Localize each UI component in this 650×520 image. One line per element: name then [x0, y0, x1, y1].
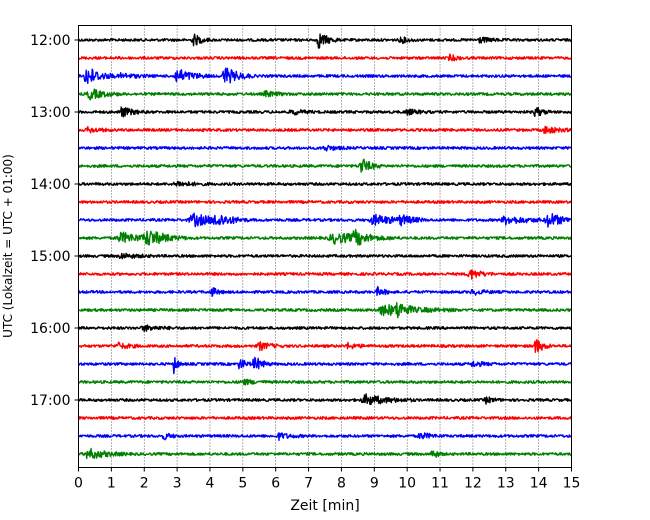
x-tick-label: 14: [530, 476, 548, 492]
seismic-trace: [77, 324, 573, 333]
seismic-trace: [77, 393, 573, 406]
x-tick-label: 3: [173, 476, 182, 492]
seismic-trace: [77, 356, 573, 375]
seismic-trace: [78, 158, 573, 173]
seismic-trace: [77, 416, 573, 420]
seismic-trace: [77, 286, 573, 298]
y-tick-label: 13:00: [30, 105, 70, 121]
y-tick-label: 12:00: [30, 33, 70, 49]
seismic-trace: [78, 67, 572, 85]
plot-frame: [78, 25, 572, 468]
x-tick-label: 12: [464, 476, 482, 492]
seismic-trace: [78, 378, 573, 386]
y-tick-label: 15:00: [30, 249, 70, 265]
seismic-trace: [77, 53, 573, 62]
x-tick-label: 15: [563, 476, 581, 492]
x-tick-label: 11: [431, 476, 449, 492]
x-tick-label: 2: [140, 476, 149, 492]
x-tick-label: 6: [271, 476, 280, 492]
x-axis-label: Zeit [min]: [290, 498, 359, 514]
seismic-trace: [77, 212, 573, 228]
x-tick-label: 0: [74, 476, 83, 492]
seismic-trace: [78, 106, 573, 118]
seismic-trace: [78, 302, 573, 319]
y-tick-label: 17:00: [30, 393, 70, 409]
y-tick-label: 16:00: [30, 321, 70, 337]
x-tick-label: 5: [238, 476, 247, 492]
seismic-trace: [77, 180, 573, 187]
seismic-trace: [77, 144, 573, 152]
y-tick-label: 14:00: [30, 177, 70, 193]
trace-layer: [77, 33, 573, 460]
x-tick-label: 1: [107, 476, 116, 492]
seismic-trace: [77, 200, 572, 204]
seismic-trace: [78, 228, 573, 246]
x-tick-label: 9: [370, 476, 379, 492]
x-tick-label: 8: [337, 476, 346, 492]
x-tick-label: 7: [304, 476, 313, 492]
seismic-trace: [78, 252, 572, 260]
x-tick-label: 10: [398, 476, 416, 492]
seismic-trace: [78, 447, 572, 460]
seismic-trace: [78, 125, 573, 135]
seismic-trace: [77, 33, 572, 49]
x-tick-label: 13: [497, 476, 515, 492]
y-axis-ticks: 12:00 13:00 14:00 15:00 16:00 17:00: [30, 33, 79, 409]
x-tick-label: 4: [206, 476, 215, 492]
seismic-trace: [77, 339, 573, 354]
seismic-trace: [77, 269, 573, 280]
seismic-trace: [77, 432, 573, 441]
x-axis-ticks: 0 1 2 3 4 5 6 7 8 9 10 11 12 13 14 15: [74, 467, 581, 492]
y-axis-label: UTC (Lokalzeit = UTC + 01:00): [1, 154, 15, 338]
seismic-trace: [77, 88, 573, 101]
